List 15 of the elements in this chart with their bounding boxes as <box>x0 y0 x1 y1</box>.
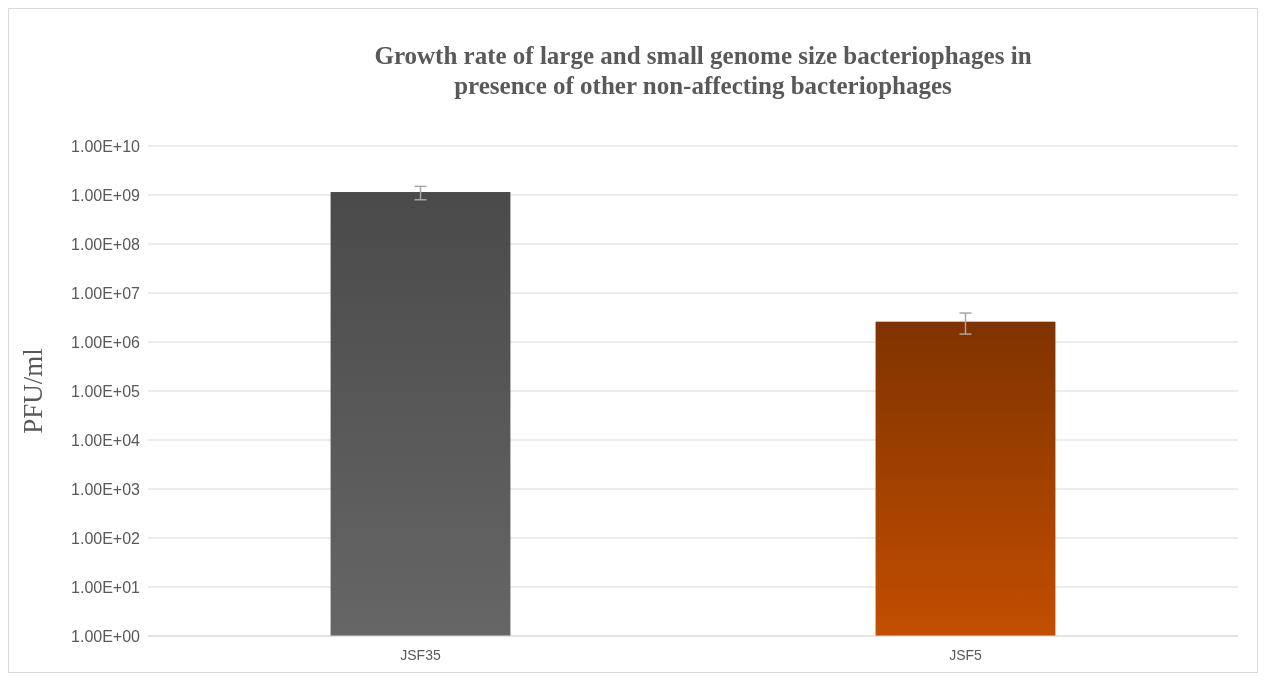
y-tick-label: 1.00E+08 <box>71 235 141 253</box>
x-tick-label: JSF35 <box>400 647 441 663</box>
y-tick-label: 1.00E+01 <box>71 578 141 596</box>
y-tick-label: 1.00E+10 <box>71 137 141 155</box>
y-tick-label: 1.00E+02 <box>71 529 141 547</box>
y-tick-label: 1.00E+04 <box>71 431 141 449</box>
y-tick-label: 1.00E+09 <box>71 186 141 204</box>
y-tick-label: 1.00E+07 <box>71 284 141 302</box>
x-tick-label: JSF5 <box>949 647 983 663</box>
y-tick-label: 1.00E+00 <box>71 627 141 645</box>
y-tick-label: 1.00E+06 <box>71 333 141 351</box>
y-tick-label: 1.00E+05 <box>71 382 141 400</box>
chart-title: Growth rate of large and small genome size bacteriophages in presence of other non-affecting bacteriophages <box>374 42 1032 99</box>
y-axis-title: PFU/ml <box>18 348 48 434</box>
y-tick-label: 1.00E+03 <box>71 480 141 498</box>
